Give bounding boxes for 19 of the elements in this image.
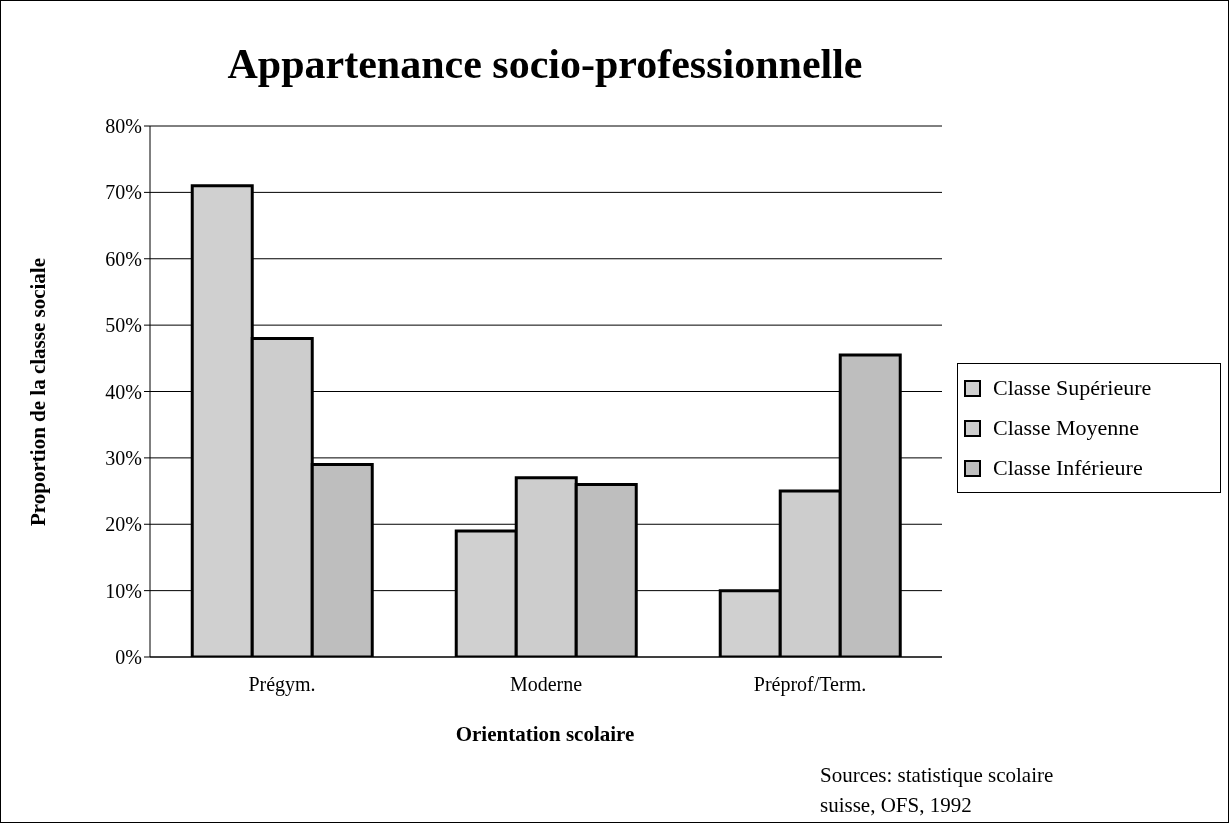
x-tick-label: Prégym.	[248, 673, 316, 697]
y-tick-label: 30%	[105, 446, 142, 469]
y-tick-label: 10%	[105, 579, 142, 602]
source-note: Sources: statistique scolaire suisse, OFS, 1992	[820, 762, 1054, 819]
y-tick-label: 50%	[105, 314, 142, 337]
x-tick-label: Préprof/Term.	[753, 673, 867, 697]
legend-label: Classe Supérieure	[993, 375, 1152, 401]
x-tick-label: Moderne	[509, 673, 583, 696]
y-tick-label: 60%	[105, 247, 142, 270]
y-tick-label: 0%	[115, 646, 142, 669]
chart-title: Appartenance socio-professionnelle	[226, 40, 864, 88]
y-tick-label: 20%	[105, 513, 142, 536]
y-axis-title: Proportion de la classe sociale	[25, 258, 51, 526]
y-tick-label: 80%	[105, 115, 142, 138]
x-axis-title: Orientation scolaire	[454, 722, 636, 747]
y-tick-label: 40%	[105, 380, 142, 403]
legend-label: Classe Moyenne	[993, 415, 1140, 441]
y-tick-label: 70%	[105, 181, 142, 204]
legend-label: Classe Inférieure	[993, 455, 1143, 481]
